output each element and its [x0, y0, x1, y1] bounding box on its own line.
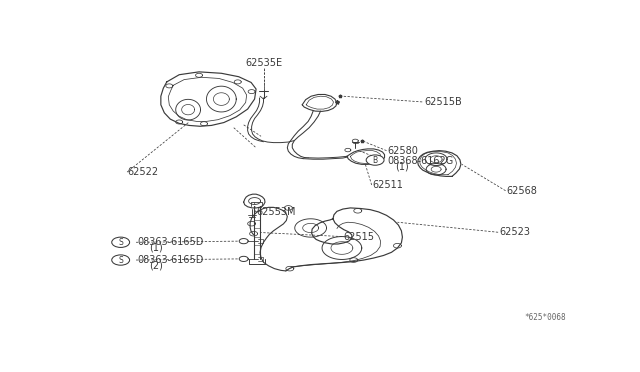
- Text: 62568: 62568: [507, 186, 538, 196]
- Text: 62535E: 62535E: [245, 58, 282, 68]
- Text: B: B: [372, 155, 378, 164]
- Text: 08363-6165D: 08363-6165D: [137, 255, 204, 265]
- Text: S: S: [118, 238, 123, 247]
- Text: (1): (1): [150, 243, 163, 253]
- Circle shape: [366, 155, 384, 165]
- Circle shape: [112, 255, 130, 265]
- Text: 62523: 62523: [499, 227, 530, 237]
- Text: 08368-6162G: 08368-6162G: [388, 155, 454, 166]
- Text: 62515: 62515: [343, 231, 374, 241]
- Circle shape: [112, 237, 130, 247]
- Text: 62515B: 62515B: [425, 97, 463, 107]
- Text: S: S: [118, 256, 123, 264]
- Text: 62522: 62522: [127, 167, 158, 177]
- Text: 62580: 62580: [388, 145, 419, 155]
- Text: 62511: 62511: [372, 180, 403, 190]
- Text: 08363-6165D: 08363-6165D: [137, 237, 204, 247]
- Text: *625*0068: *625*0068: [524, 313, 566, 322]
- Text: 62553M: 62553M: [256, 207, 296, 217]
- Text: (1): (1): [395, 161, 409, 171]
- Text: (2): (2): [150, 260, 163, 270]
